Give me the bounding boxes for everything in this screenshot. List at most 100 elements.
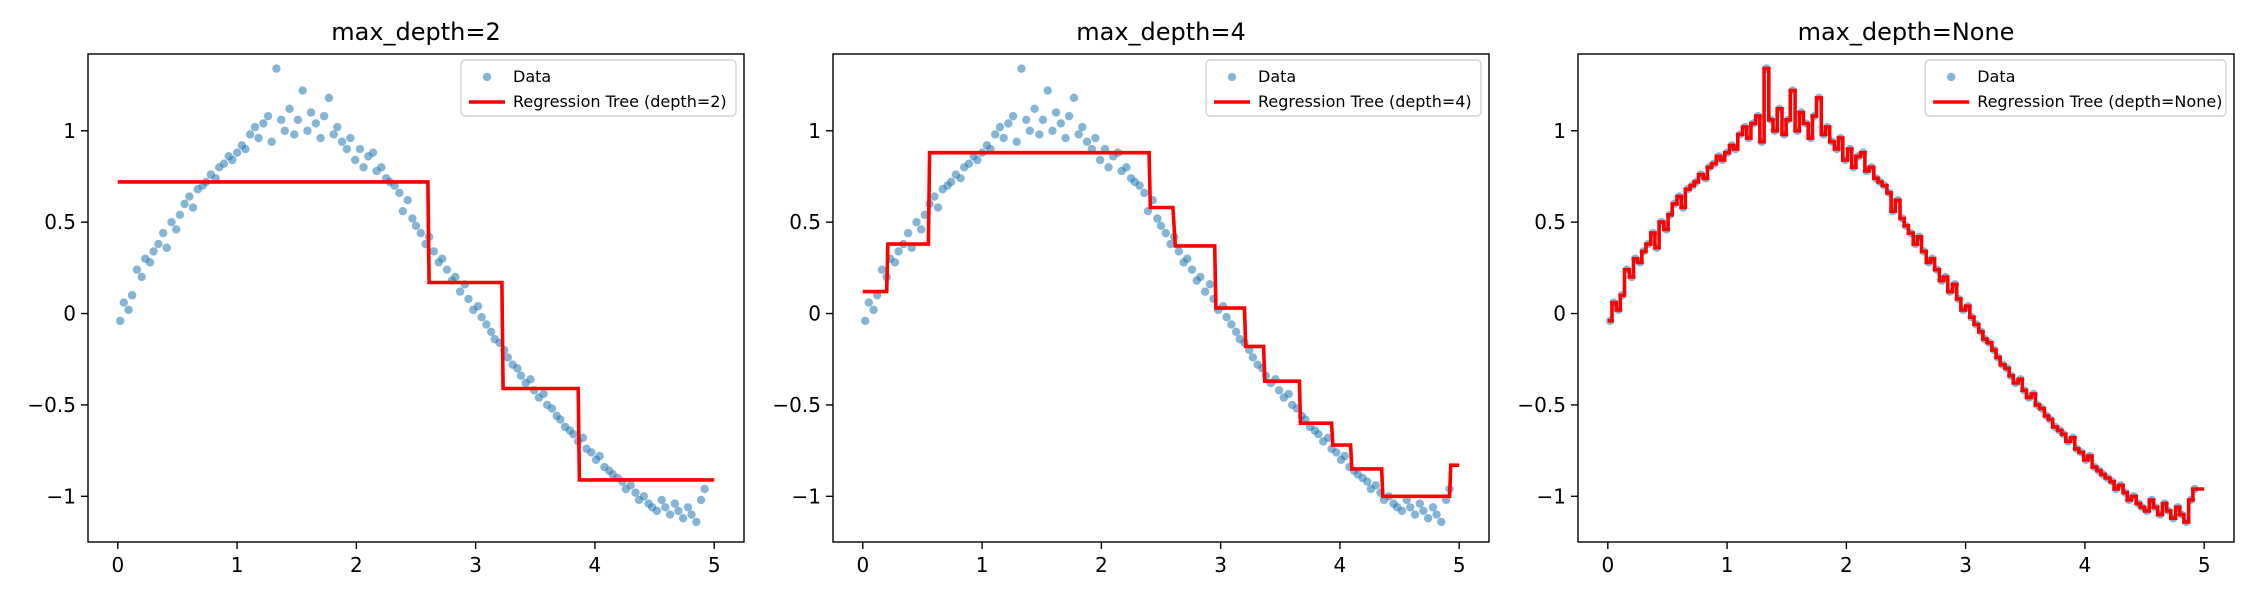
data-point [995,122,1005,132]
x-tick-label: 2 [1840,553,1853,577]
data-point [513,364,522,373]
data-points [116,64,709,527]
data-point [188,203,198,212]
data-point [1091,133,1100,143]
data-point [172,225,181,234]
data-point [1284,389,1293,399]
data-point [956,174,965,183]
data-point [1205,280,1215,289]
data-point [482,320,491,329]
x-tick-label: 4 [589,553,602,577]
data-point [556,415,565,424]
data-point [1035,130,1044,139]
x-tick-label: 4 [2079,553,2092,577]
data-point [661,503,670,512]
subplot-max-depth-2: max_depth=2 0 1 2 3 4 5 −1 −0.5 0 0.5 1 Data Regressi… [27,18,745,577]
data-point [368,148,378,157]
data-point [429,247,439,256]
x-tick-label: 0 [1601,553,1614,577]
x-tick-label: 5 [708,553,721,577]
y-tick-label: 0 [808,302,821,326]
legend-box [1205,59,1482,117]
data-point [167,217,176,227]
x-tick-label: 3 [1214,553,1227,577]
data-point [1135,181,1144,190]
data-points [1606,64,2199,527]
data-point [861,316,870,326]
data-point [696,495,706,505]
data-point [1008,111,1018,121]
data-point [180,199,189,209]
data-point [1371,481,1380,490]
data-point [355,144,365,154]
data-point [1051,108,1061,117]
x-tick-label: 3 [469,553,482,577]
x-tick-label: 4 [1334,553,1347,577]
axes-frame [87,53,745,543]
data-point [1222,312,1231,322]
data-point [416,228,425,238]
data-point [486,327,496,337]
data-point [1397,506,1407,516]
data-point [1025,126,1035,135]
regression-tree-line [1607,66,2205,524]
data-point [1166,239,1175,249]
legend-label-data: Data [1258,67,1296,86]
data-point [290,130,299,139]
data-point [263,111,273,121]
legend-box [1924,59,2227,117]
data-point [1174,247,1184,256]
data-point [219,159,229,168]
data-point [912,217,921,227]
data-point [1156,221,1166,231]
data-point [1340,451,1349,461]
data-point [473,302,483,311]
data-point [346,133,355,143]
data-point [293,115,303,124]
data-point [933,203,943,212]
legend-box [460,59,737,117]
x-tick-label: 0 [856,553,869,577]
data-point [1004,119,1013,128]
y-tick-label: 0.5 [44,210,76,234]
data-point [175,210,185,220]
data-point [1200,287,1210,296]
data-point [408,214,417,223]
data-point [403,196,412,205]
data-point [1022,115,1031,124]
data-point [158,228,168,238]
data-point [337,137,347,146]
data-point [657,495,666,505]
data-point [1415,499,1425,508]
data-point [119,298,128,307]
legend-label-tree: Regression Tree (depth=4) [1258,92,1472,111]
legend-data-marker [482,72,492,82]
data-point [516,371,526,380]
data-point [342,144,352,154]
data-point [319,111,329,121]
data-point [333,122,342,132]
data-point [132,265,142,274]
data-point [890,258,900,267]
y-tick-label: 0.5 [1534,210,1566,234]
data-point [477,312,486,322]
chart-title: max_depth=2 [331,18,501,46]
legend: Data Regression Tree (depth=2) [460,59,737,117]
data-point [920,210,930,220]
data-point [526,375,535,384]
data-point [162,243,171,252]
data-point [1122,163,1131,172]
data-point [1227,320,1236,329]
data-point [311,119,321,128]
data-point [267,137,276,146]
legend: Data Regression Tree (depth=4) [1205,59,1482,117]
x-tick-label: 1 [1721,553,1734,577]
data-point [1410,510,1420,519]
data-point [1423,514,1433,523]
data-point [316,133,325,143]
data-point [137,272,146,282]
data-point [587,448,596,457]
data-point [1048,126,1057,135]
data-point [1069,93,1079,103]
y-tick-label: 0 [63,302,76,326]
